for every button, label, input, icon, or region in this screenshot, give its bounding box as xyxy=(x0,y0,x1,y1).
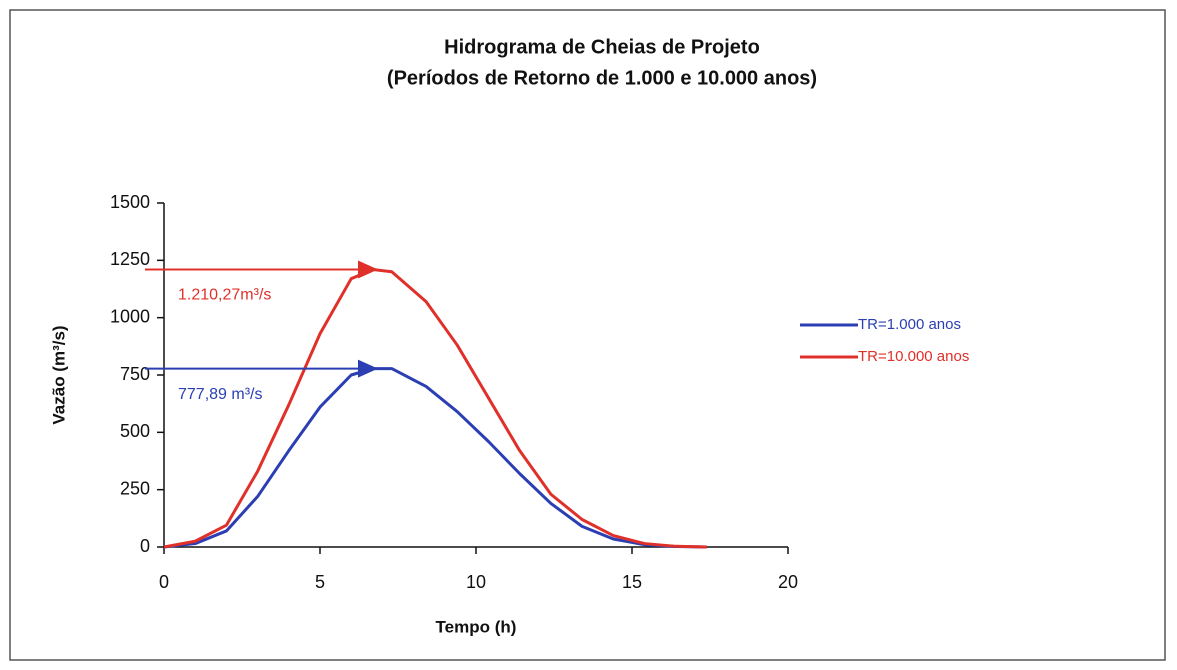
data-line xyxy=(163,367,707,549)
chart-subtitle: (Períodos de Retorno de 1.000 e 10.000 a… xyxy=(387,67,817,89)
y-tick-label: 1250 xyxy=(110,249,150,269)
data-line xyxy=(163,268,707,549)
annotation-label: 1.210,27m³/s xyxy=(178,287,271,304)
annotation-arrowhead xyxy=(358,260,378,279)
x-tick-label: 10 xyxy=(466,572,486,592)
y-tick-label: 250 xyxy=(120,478,150,498)
x-tick-label: 5 xyxy=(315,572,325,592)
legend-label: TR=10.000 anos xyxy=(858,348,969,365)
x-axis-title: Tempo (h) xyxy=(436,617,517,636)
y-tick-label: 750 xyxy=(120,364,150,384)
x-tick-label: 20 xyxy=(778,572,798,592)
chart-frame xyxy=(9,9,1166,661)
y-tick-label: 500 xyxy=(120,421,150,441)
y-tick-label: 0 xyxy=(140,536,150,556)
legend-label: TR=1.000 anos xyxy=(858,316,961,333)
x-tick-label: 0 xyxy=(159,572,169,592)
x-tick-label: 15 xyxy=(622,572,642,592)
annotation-arrowhead xyxy=(358,359,378,378)
y-tick-label: 1000 xyxy=(110,306,150,326)
chart-title: Hidrograma de Cheias de Projeto xyxy=(444,36,760,58)
y-tick-label: 1500 xyxy=(110,192,150,212)
annotation-label: 777,89 m³/s xyxy=(178,386,262,403)
y-axis-title: Vazão (m³/s) xyxy=(49,325,68,424)
